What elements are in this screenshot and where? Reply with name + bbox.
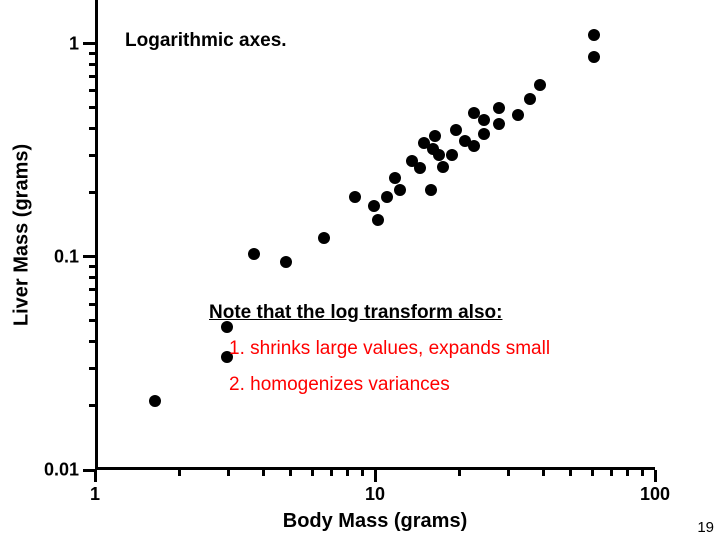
data-point (446, 149, 458, 161)
y-tick-major (83, 255, 95, 258)
scatter-plot (95, 0, 655, 470)
y-tick-major (83, 42, 95, 45)
data-point (372, 214, 384, 226)
y-tick-minor (89, 265, 95, 268)
x-tick-minor (361, 470, 364, 476)
data-point (389, 172, 401, 184)
y-tick-minor (89, 75, 95, 78)
data-point (368, 200, 380, 212)
x-tick-minor (178, 470, 181, 476)
data-point (318, 232, 330, 244)
x-tick-label: 100 (640, 484, 670, 505)
data-point (534, 79, 546, 91)
x-tick-minor (569, 470, 572, 476)
annotation-heading: Note that the log transform also: (209, 302, 502, 324)
data-point (468, 140, 480, 152)
x-tick-minor (542, 470, 545, 476)
data-point (280, 256, 292, 268)
y-tick-minor (89, 191, 95, 194)
y-tick-major (83, 469, 95, 472)
data-point (450, 124, 462, 136)
x-tick-minor (626, 470, 629, 476)
x-axis-label: Body Mass (grams) (283, 510, 468, 533)
y-tick-minor (89, 52, 95, 55)
x-tick-minor (289, 470, 292, 476)
y-tick-minor (89, 89, 95, 92)
x-tick-minor (458, 470, 461, 476)
x-tick-minor (262, 470, 265, 476)
data-point (433, 149, 445, 161)
x-tick-label: 10 (365, 484, 385, 505)
data-point (406, 155, 418, 167)
y-tick-minor (89, 276, 95, 279)
data-point (381, 191, 393, 203)
x-tick-minor (330, 470, 333, 476)
annotation-line-1: 1. shrinks large values, expands small (229, 338, 550, 360)
data-point (588, 29, 600, 41)
data-point (418, 137, 430, 149)
data-point (478, 114, 490, 126)
x-tick-minor (591, 470, 594, 476)
x-tick-minor (346, 470, 349, 476)
x-tick-minor (227, 470, 230, 476)
y-tick-minor (89, 303, 95, 306)
y-tick-minor (89, 288, 95, 291)
data-point (149, 395, 161, 407)
y-axis-label: Liver Mass (grams) (11, 144, 34, 326)
data-point (493, 118, 505, 130)
data-point (248, 248, 260, 260)
x-tick-minor (641, 470, 644, 476)
data-point (478, 128, 490, 140)
data-point (437, 161, 449, 173)
data-point (425, 184, 437, 196)
y-tick-label: 0.1 (35, 246, 79, 267)
data-point (394, 184, 406, 196)
y-tick-minor (89, 154, 95, 157)
y-tick-minor (89, 367, 95, 370)
y-tick-minor (89, 127, 95, 130)
slide-stage: Body Mass (grams) Liver Mass (grams) Log… (0, 0, 720, 540)
data-point (429, 130, 441, 142)
x-tick-major (94, 470, 97, 482)
x-tick-minor (507, 470, 510, 476)
page-number: 19 (697, 519, 714, 536)
data-point (512, 109, 524, 121)
x-tick-major (374, 470, 377, 482)
data-point (493, 102, 505, 114)
y-tick-label: 1 (35, 33, 79, 54)
y-tick-minor (89, 106, 95, 109)
y-tick-label: 0.01 (35, 460, 79, 481)
y-tick-minor (89, 319, 95, 322)
y-tick-minor (89, 63, 95, 66)
x-tick-label: 1 (90, 484, 100, 505)
data-point (349, 191, 361, 203)
x-tick-minor (311, 470, 314, 476)
data-point (524, 93, 536, 105)
x-tick-major (654, 470, 657, 482)
data-point (588, 51, 600, 63)
y-tick-minor (89, 340, 95, 343)
y-tick-minor (89, 404, 95, 407)
x-tick-minor (610, 470, 613, 476)
annotation-title: Logarithmic axes. (125, 30, 287, 52)
annotation-line-2: 2. homogenizes variances (229, 374, 450, 396)
